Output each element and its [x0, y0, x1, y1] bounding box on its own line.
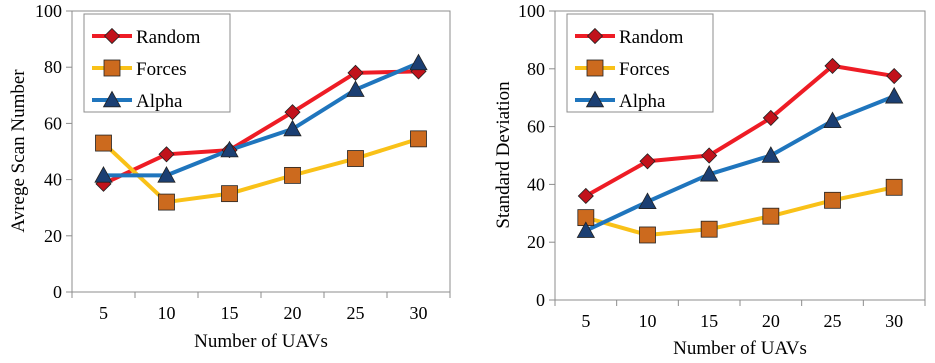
legend-marker-random	[103, 27, 121, 45]
y-axis-title: Standard Deviation	[493, 81, 514, 229]
data-point-alpha	[699, 164, 719, 182]
data-point-alpha	[346, 80, 365, 97]
data-point-alpha	[638, 192, 657, 209]
legend-label-alpha: Alpha	[136, 91, 183, 112]
y-tick-label: 0	[536, 290, 545, 310]
data-point-random	[824, 57, 841, 74]
data-point-alpha	[220, 140, 239, 158]
legend-marker-forces	[586, 59, 604, 77]
x-tick-label: 5	[99, 303, 108, 323]
data-point-alpha	[884, 86, 904, 104]
legend-marker-random	[586, 27, 604, 45]
x-axis-title: Number of UAVs	[194, 331, 328, 352]
data-point-alpha	[409, 53, 428, 71]
series-line-alpha	[103, 61, 420, 178]
data-point-forces	[221, 185, 238, 203]
y-tick-label: 60	[527, 117, 545, 137]
data-point-alpha	[94, 166, 113, 183]
y-tick-label: 100	[35, 1, 62, 21]
y-tick-label: 100	[518, 1, 545, 21]
y-tick-label: 20	[527, 232, 545, 252]
data-point-alpha	[761, 146, 781, 163]
data-point-forces	[95, 134, 112, 152]
x-tick-label: 25	[347, 303, 365, 323]
x-tick-label: 15	[221, 303, 239, 323]
x-tick-label: 25	[824, 311, 842, 331]
x-tick-label: 5	[581, 311, 590, 331]
x-tick-label: 20	[762, 311, 780, 331]
x-tick-label: 10	[639, 311, 657, 331]
data-point-forces	[824, 191, 841, 209]
data-point-forces	[347, 150, 364, 167]
legend-label-random: Random	[136, 27, 201, 48]
data-point-forces	[639, 226, 656, 244]
legend-label-forces: Forces	[136, 59, 187, 80]
chart-standard-deviation: 0 20 40 60 80 100 5 10 15 20 25 30 Number of UAVs Sta…	[493, 1, 926, 359]
x-tick-label: 20	[284, 303, 302, 323]
x-tick-label: 15	[700, 311, 718, 331]
series-line-forces	[585, 185, 895, 237]
data-point-random	[886, 67, 903, 85]
y-tick-label: 80	[527, 59, 545, 79]
legend-label-alpha: Alpha	[619, 91, 666, 112]
x-tick-label: 30	[885, 311, 903, 331]
legend-marker-alpha	[585, 90, 605, 108]
data-point-alpha	[157, 166, 176, 183]
data-point-forces	[885, 178, 903, 196]
data-point-alpha	[283, 119, 302, 137]
legend-marker-alpha	[102, 90, 122, 108]
data-point-alpha	[823, 111, 842, 129]
data-point-forces	[762, 207, 780, 225]
x-tick-label: 30	[410, 303, 428, 323]
data-point-random	[284, 104, 301, 121]
chart-avg-scan-number: 0 20 40 60 80 100 5 10 15 20 25 30 Number of UAVs Avr…	[8, 1, 451, 352]
data-point-random	[639, 153, 656, 170]
x-tick-label: 10	[158, 303, 176, 323]
data-point-random	[158, 146, 175, 163]
legend-label-forces: Forces	[619, 59, 670, 80]
y-tick-label: 40	[527, 174, 545, 194]
series-line-forces	[102, 136, 420, 205]
data-point-alpha	[576, 221, 596, 238]
y-tick-label: 80	[44, 57, 62, 77]
data-point-forces	[700, 220, 718, 238]
data-point-forces	[284, 166, 301, 184]
x-axis-title: Number of UAVs	[673, 338, 807, 359]
y-tick-label: 60	[44, 113, 62, 133]
data-point-random	[762, 109, 779, 126]
legend-label-random: Random	[619, 27, 684, 48]
data-point-forces	[158, 193, 175, 211]
data-point-random	[347, 64, 364, 81]
y-tick-label: 0	[53, 282, 62, 302]
data-point-random	[577, 187, 594, 205]
series-line-random	[584, 63, 895, 198]
series-line-alpha	[584, 94, 895, 233]
y-tick-label: 40	[44, 170, 62, 190]
data-point-random	[701, 147, 718, 164]
y-axis-title: Avrege Scan Number	[8, 69, 29, 233]
y-tick-label: 20	[44, 226, 62, 246]
legend-marker-forces	[103, 59, 121, 77]
series-line-random	[102, 69, 419, 186]
data-point-forces	[410, 130, 427, 148]
